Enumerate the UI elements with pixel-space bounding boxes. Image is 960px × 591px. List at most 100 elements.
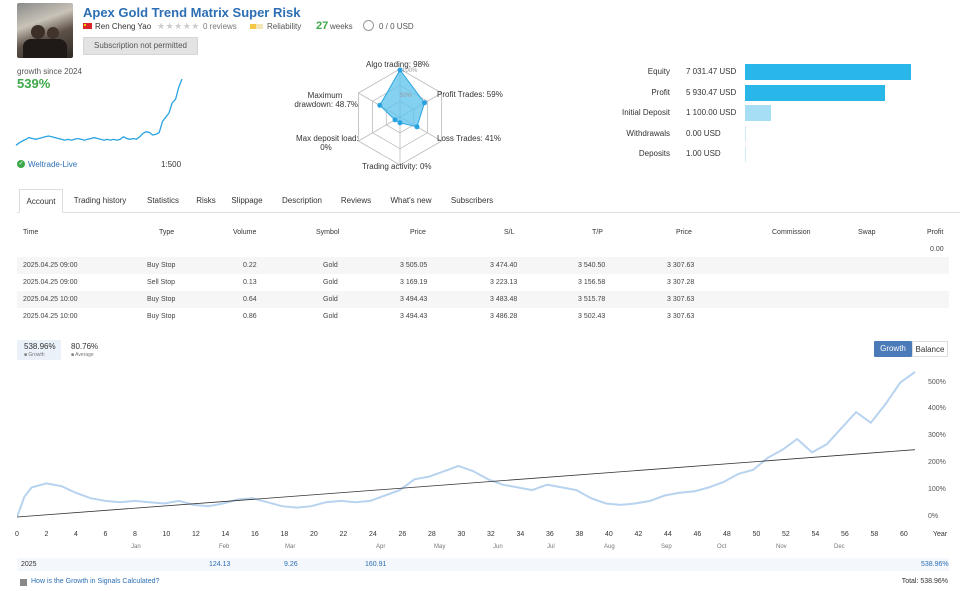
table-cell: 3 223.13 bbox=[490, 279, 518, 286]
x-tick-label: 34 bbox=[516, 531, 525, 538]
radar-point-4 bbox=[392, 117, 398, 123]
table-cell: 3 540.50 bbox=[578, 262, 606, 269]
table-cell: 0.22 bbox=[243, 262, 257, 269]
x-month-label: Mar bbox=[285, 544, 296, 550]
reliability-bar-icon bbox=[250, 24, 263, 29]
x-month-label: Feb bbox=[219, 544, 230, 550]
tab-account[interactable]: Account bbox=[19, 189, 63, 213]
table-cell: Gold bbox=[323, 313, 338, 320]
table-cell: 2025.04.25 10:00 bbox=[23, 313, 78, 320]
table-cell: 0.64 bbox=[243, 296, 257, 303]
radar-points bbox=[377, 67, 427, 130]
tab-what-s-new[interactable]: What's new bbox=[390, 196, 432, 205]
stat-bar bbox=[745, 105, 771, 121]
sparkline-series bbox=[15, 78, 183, 146]
stat-value: 1 100.00 USD bbox=[686, 108, 737, 117]
x-tick-label: 26 bbox=[398, 531, 407, 538]
table-cell: Gold bbox=[323, 279, 338, 286]
column-header[interactable]: T/P bbox=[592, 229, 603, 236]
growth-percent: 539% bbox=[17, 76, 51, 91]
table-row[interactable] bbox=[17, 291, 949, 308]
legend-average-label[interactable]: ■ Average bbox=[71, 352, 94, 358]
x-month-label: Oct bbox=[717, 544, 727, 550]
radar-ring-50: 50% bbox=[400, 93, 413, 99]
x-month-label: May bbox=[434, 544, 446, 550]
subscription-button[interactable]: Subscription not permitted bbox=[83, 37, 198, 55]
x-tick-label: 14 bbox=[221, 531, 230, 538]
growth-button[interactable]: Growth bbox=[874, 341, 912, 357]
tab-trading-history[interactable]: Trading history bbox=[73, 196, 127, 205]
column-header[interactable]: Symbol bbox=[316, 229, 340, 236]
table-cell: Sell Stop bbox=[147, 279, 176, 286]
column-header[interactable]: Time bbox=[23, 229, 39, 236]
stat-label: Withdrawals bbox=[626, 128, 670, 138]
column-header[interactable]: Price bbox=[676, 229, 692, 236]
growth-help-link[interactable]: How is the Growth in Signals Calculated? bbox=[31, 578, 160, 585]
reliability-label: Reliability bbox=[267, 22, 302, 31]
stat-bar bbox=[745, 125, 746, 142]
author-name[interactable]: Ren Cheng Yao bbox=[95, 22, 152, 31]
stat-value: 5 930.47 USD bbox=[686, 87, 737, 97]
column-header[interactable]: S/L bbox=[504, 229, 515, 236]
table-cell: 0.86 bbox=[243, 313, 257, 320]
author-avatar[interactable] bbox=[17, 3, 73, 58]
tab-description[interactable]: Description bbox=[281, 196, 322, 205]
tab-subscribers[interactable]: Subscribers bbox=[450, 196, 494, 205]
x-tick-label: 54 bbox=[811, 531, 820, 538]
profit-total: 0.00 bbox=[930, 246, 944, 253]
x-tick-label: 28 bbox=[428, 531, 436, 538]
x-tick-label: 12 bbox=[192, 531, 200, 538]
x-tick-label: 16 bbox=[251, 531, 259, 538]
stat-label: Equity bbox=[647, 67, 670, 76]
tab-risks[interactable]: Risks bbox=[196, 196, 216, 205]
table-row[interactable] bbox=[17, 308, 949, 325]
broker-link[interactable]: Weltrade-Live bbox=[28, 160, 78, 169]
signal-title[interactable]: Apex Gold Trend Matrix Super Risk bbox=[83, 5, 301, 20]
table-cell: 3 307.63 bbox=[667, 313, 695, 320]
column-header[interactable]: Price bbox=[410, 229, 426, 236]
table-cell: Gold bbox=[323, 296, 338, 303]
tab-reviews[interactable]: Reviews bbox=[340, 196, 372, 205]
x-month-label: Jul bbox=[547, 544, 555, 550]
table-cell: 3 502.43 bbox=[578, 313, 606, 320]
weeks-value: 27 bbox=[316, 20, 329, 32]
year-value-1: 124.13 bbox=[209, 561, 231, 568]
table-cell: 2025.04.25 09:00 bbox=[23, 262, 78, 269]
x-tick-label: 56 bbox=[841, 531, 849, 538]
column-header[interactable]: Type bbox=[159, 229, 175, 236]
table-cell: 3 494.43 bbox=[400, 296, 428, 303]
x-tick-label: 0 bbox=[15, 531, 19, 538]
x-tick-label: 24 bbox=[369, 531, 377, 538]
table-row[interactable] bbox=[17, 274, 949, 291]
legend-growth-box[interactable] bbox=[17, 340, 61, 360]
y-tick-label: 0% bbox=[928, 513, 939, 520]
stat-value: 7 031.47 USD bbox=[686, 67, 737, 76]
tab-statistics[interactable]: Statistics bbox=[146, 196, 179, 205]
table-row[interactable] bbox=[17, 257, 949, 274]
tab-slippage[interactable]: Slippage bbox=[231, 196, 263, 205]
stat-value: 1.00 USD bbox=[686, 149, 721, 158]
help-icon bbox=[20, 579, 27, 586]
year-summary-row bbox=[17, 558, 949, 571]
column-header[interactable]: Profit bbox=[927, 229, 944, 236]
balance-button[interactable]: Balance bbox=[912, 341, 948, 357]
column-header[interactable]: Commission bbox=[772, 229, 811, 236]
radar-label-deposit-load: Max deposit load: 0% bbox=[296, 134, 359, 152]
x-month-label: Apr bbox=[376, 544, 386, 550]
x-tick-label: 46 bbox=[693, 531, 702, 538]
x-month-label: Aug bbox=[604, 544, 615, 550]
column-header[interactable]: Volume bbox=[233, 229, 257, 236]
x-month-label: Sep bbox=[661, 544, 672, 550]
radar-label-algo: Algo trading: 98% bbox=[366, 60, 430, 69]
weeks-label: weeks bbox=[330, 22, 353, 31]
x-tick-year: Year bbox=[933, 531, 948, 538]
reviews-count[interactable]: 0 reviews bbox=[203, 22, 237, 31]
column-header[interactable]: Swap bbox=[858, 229, 876, 236]
stat-bar bbox=[745, 64, 911, 80]
x-tick-label: 30 bbox=[457, 531, 466, 538]
average-series bbox=[17, 449, 916, 518]
x-month-label: Dec bbox=[834, 544, 845, 550]
radar-point-1 bbox=[422, 100, 427, 106]
stat-label: Initial Deposit bbox=[621, 108, 670, 117]
stat-value: 0.00 USD bbox=[686, 128, 721, 138]
